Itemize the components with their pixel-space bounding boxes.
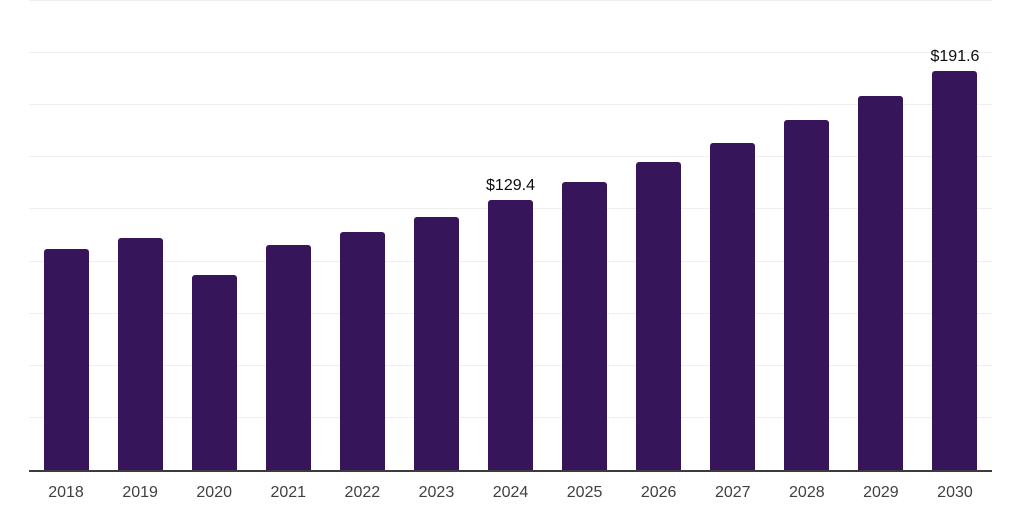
x-axis-tick-label-2027: 2027: [714, 484, 751, 501]
gridline: [29, 52, 992, 54]
plot-area: $129.4 $191.6: [29, 0, 992, 472]
bar-2028: [784, 120, 830, 470]
bar-band-2020: [177, 0, 251, 470]
bar-band-2028: [770, 0, 844, 470]
gridline: [29, 104, 992, 106]
x-axis-tick-label-2024: 2024: [492, 484, 529, 501]
x-axis-line: [29, 470, 992, 472]
bar-2019: [117, 238, 163, 470]
x-axis-tick-label-2025: 2025: [566, 484, 603, 501]
x-axis-tick-label-2030: 2030: [937, 484, 973, 501]
x-axis-tick-label-2026: 2026: [640, 484, 677, 501]
bar-band-2027: [696, 0, 770, 470]
bar-2024: [488, 200, 533, 470]
x-axis-tick-label-2018: 2018: [48, 484, 84, 501]
x-axis-tick-label-2020: 2020: [196, 484, 232, 501]
bar-band-2018: [29, 0, 103, 470]
bar-2025: [562, 182, 608, 470]
x-axis-labels: 2018 2019 2020 2021 2022 2023 2024 2025 2026 2027…: [29, 484, 992, 502]
gridline: [29, 156, 992, 158]
bar-band-2026: [622, 0, 696, 470]
bar-band-2024: $129.4: [473, 0, 547, 470]
bar-value-label-2030: $191.6: [930, 48, 980, 65]
bar-value-label-2024: $129.4: [486, 177, 535, 194]
bar-2018: [43, 249, 89, 470]
bar-2022: [339, 232, 385, 470]
bar-2026: [636, 162, 682, 470]
x-axis-tick-label-2019: 2019: [122, 484, 158, 501]
x-axis-tick-label-2028: 2028: [789, 484, 825, 501]
gridline: [29, 0, 992, 1]
x-axis-tick-label-2022: 2022: [344, 484, 381, 501]
bar-2023: [413, 217, 459, 470]
bar-band-2023: [399, 0, 473, 470]
x-axis-tick-label-2021: 2021: [270, 484, 307, 501]
bar-band-2022: [325, 0, 399, 470]
bar-2021: [265, 245, 311, 470]
bar-band-2029: [844, 0, 918, 470]
bar-2020: [191, 275, 237, 470]
x-axis-tick-label-2023: 2023: [418, 484, 455, 501]
bar-band-2021: [251, 0, 325, 470]
x-axis-tick-label-2029: 2029: [863, 484, 899, 501]
bar-band-2025: [548, 0, 622, 470]
bar-2027: [710, 143, 756, 470]
bar-band-2019: [103, 0, 177, 470]
bars-row: $129.4 $191.6: [29, 0, 992, 470]
bar-2029: [858, 96, 904, 470]
bar-band-2030: $191.6: [918, 0, 992, 470]
bar-2030: [932, 71, 978, 470]
